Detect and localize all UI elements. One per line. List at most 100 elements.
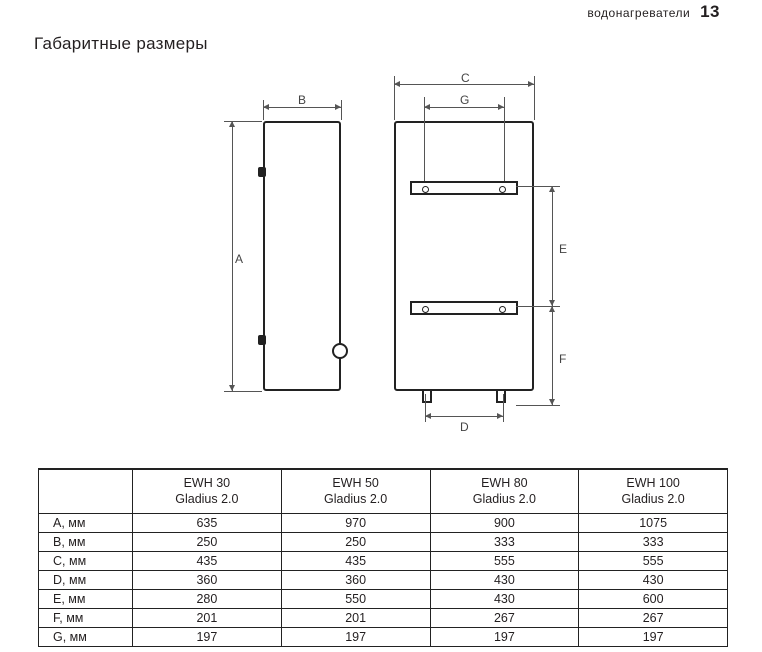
bracket-hole bbox=[499, 306, 506, 313]
table-row: A, мм6359709001075 bbox=[39, 514, 728, 533]
table-cell: 435 bbox=[133, 552, 282, 571]
dim-label-g: G bbox=[460, 93, 469, 107]
dim-g-line bbox=[424, 107, 504, 108]
table-row: C, мм435435555555 bbox=[39, 552, 728, 571]
table-cell: 197 bbox=[133, 628, 282, 647]
table-cell: 430 bbox=[430, 590, 579, 609]
table-cell: 267 bbox=[430, 609, 579, 628]
dim-a-arrow-d bbox=[229, 385, 235, 391]
header-category: водонагреватели bbox=[587, 6, 690, 20]
table-cell: 197 bbox=[430, 628, 579, 647]
dim-f-ext-bot bbox=[516, 405, 560, 406]
table-row: D, мм360360430430 bbox=[39, 571, 728, 590]
col-line1: EWH 50 bbox=[286, 476, 426, 492]
dim-label-f: F bbox=[559, 352, 566, 366]
dim-d-line bbox=[425, 416, 503, 417]
table-cell: 250 bbox=[133, 533, 282, 552]
mounting-bracket-lower bbox=[410, 301, 518, 315]
table-cell: 360 bbox=[281, 571, 430, 590]
dim-label-c: C bbox=[461, 71, 470, 85]
table-header-col: EWH 30 Gladius 2.0 bbox=[133, 469, 282, 514]
dimension-diagram: B A C G E F bbox=[210, 74, 590, 444]
dim-d-arrow-l bbox=[425, 413, 431, 419]
side-knob-lower bbox=[258, 335, 266, 345]
table-header-empty bbox=[39, 469, 133, 514]
table-cell: 635 bbox=[133, 514, 282, 533]
table-cell: 970 bbox=[281, 514, 430, 533]
dim-d-ext-right bbox=[503, 394, 504, 422]
table-row: F, мм201201267267 bbox=[39, 609, 728, 628]
page-title: Габаритные размеры bbox=[34, 34, 208, 54]
table-cell: 435 bbox=[281, 552, 430, 571]
side-knob-upper bbox=[258, 167, 266, 177]
side-view bbox=[263, 121, 341, 391]
dim-label-d: D bbox=[460, 420, 469, 434]
row-label: G, мм bbox=[39, 628, 133, 647]
dim-a-arrow-u bbox=[229, 121, 235, 127]
bracket-hole bbox=[422, 306, 429, 313]
dim-a-ext-bot bbox=[224, 391, 262, 392]
row-label: D, мм bbox=[39, 571, 133, 590]
dim-g-arrow-r bbox=[498, 104, 504, 110]
table-cell: 1075 bbox=[579, 514, 728, 533]
dim-f-line bbox=[552, 306, 553, 405]
table-cell: 430 bbox=[579, 571, 728, 590]
table-cell: 430 bbox=[430, 571, 579, 590]
col-line2: Gladius 2.0 bbox=[137, 492, 277, 508]
thermostat-dial bbox=[332, 343, 348, 359]
dim-b-arrow-r bbox=[335, 104, 341, 110]
bracket-hole bbox=[499, 186, 506, 193]
dim-d-arrow-r bbox=[497, 413, 503, 419]
dim-e-arrow-u bbox=[549, 186, 555, 192]
dim-f-arrow-d bbox=[549, 399, 555, 405]
table-cell: 333 bbox=[579, 533, 728, 552]
row-label: C, мм bbox=[39, 552, 133, 571]
table-header-col: EWH 80 Gladius 2.0 bbox=[430, 469, 579, 514]
table-cell: 555 bbox=[430, 552, 579, 571]
dim-b-line bbox=[263, 107, 341, 108]
dim-label-b: B bbox=[298, 93, 306, 107]
row-label: E, мм bbox=[39, 590, 133, 609]
dim-c-arrow-l bbox=[394, 81, 400, 87]
pipe-left bbox=[422, 389, 432, 403]
table-row: E, мм280550430600 bbox=[39, 590, 728, 609]
col-line2: Gladius 2.0 bbox=[435, 492, 575, 508]
col-line2: Gladius 2.0 bbox=[286, 492, 426, 508]
dim-b-ext-left bbox=[263, 100, 264, 120]
table-cell: 197 bbox=[579, 628, 728, 647]
col-line1: EWH 80 bbox=[435, 476, 575, 492]
table-cell: 250 bbox=[281, 533, 430, 552]
rear-view bbox=[394, 121, 534, 391]
table-header-row: EWH 30 Gladius 2.0 EWH 50 Gladius 2.0 EW… bbox=[39, 469, 728, 514]
table-cell: 201 bbox=[133, 609, 282, 628]
mounting-bracket-upper bbox=[410, 181, 518, 195]
table-cell: 267 bbox=[579, 609, 728, 628]
table-row: G, мм197197197197 bbox=[39, 628, 728, 647]
table-cell: 197 bbox=[281, 628, 430, 647]
table-cell: 201 bbox=[281, 609, 430, 628]
dim-e-line bbox=[552, 186, 553, 306]
table-header-col: EWH 100 Gladius 2.0 bbox=[579, 469, 728, 514]
dim-c-arrow-r bbox=[528, 81, 534, 87]
bracket-hole bbox=[422, 186, 429, 193]
table-cell: 900 bbox=[430, 514, 579, 533]
col-line1: EWH 100 bbox=[583, 476, 723, 492]
dim-g-ext-right bbox=[504, 97, 505, 181]
dimensions-table: EWH 30 Gladius 2.0 EWH 50 Gladius 2.0 EW… bbox=[38, 468, 728, 647]
dimensions-table-wrap: EWH 30 Gladius 2.0 EWH 50 Gladius 2.0 EW… bbox=[38, 468, 728, 647]
table-body: A, мм6359709001075B, мм250250333333C, мм… bbox=[39, 514, 728, 647]
table-cell: 555 bbox=[579, 552, 728, 571]
table-cell: 280 bbox=[133, 590, 282, 609]
dim-g-arrow-l bbox=[424, 104, 430, 110]
pipe-right bbox=[496, 389, 506, 403]
dim-a-line bbox=[232, 121, 233, 391]
dim-label-a: A bbox=[235, 252, 243, 266]
header-right: водонагреватели 13 bbox=[587, 2, 720, 22]
dim-f-arrow-u bbox=[549, 306, 555, 312]
page-number: 13 bbox=[700, 2, 720, 21]
table-header-col: EWH 50 Gladius 2.0 bbox=[281, 469, 430, 514]
table-cell: 360 bbox=[133, 571, 282, 590]
dim-b-arrow-l bbox=[263, 104, 269, 110]
dim-label-e: E bbox=[559, 242, 567, 256]
table-cell: 333 bbox=[430, 533, 579, 552]
